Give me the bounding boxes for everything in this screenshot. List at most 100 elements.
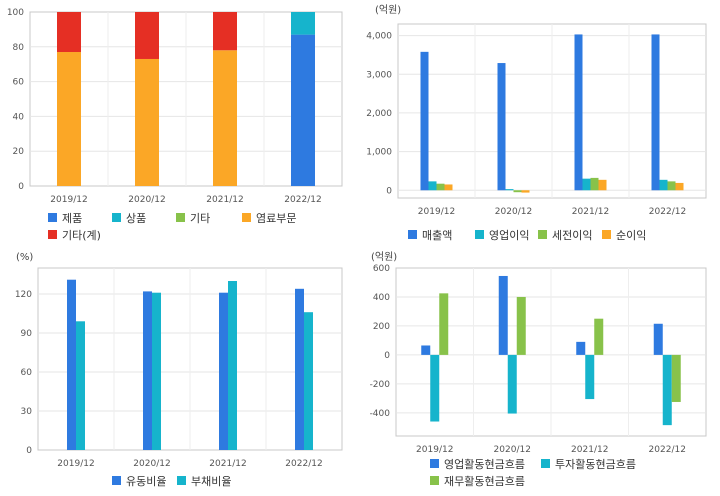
x-tick-label: 2022/12 <box>284 195 321 205</box>
y-tick-label: 0 <box>386 186 392 196</box>
legend-label[interactable]: 순이익 <box>616 229 646 242</box>
x-tick-label: 2022/12 <box>285 459 322 469</box>
y-tick-label: 400 <box>373 293 390 303</box>
bar-2022-12-green <box>667 181 676 191</box>
unit-label: (%) <box>16 252 33 263</box>
legend-label[interactable]: 영업이익 <box>489 229 529 242</box>
bar-2019-12-cyan <box>428 181 437 191</box>
bar-2019-12-green <box>436 183 445 191</box>
legend-label[interactable]: 세전이익 <box>552 229 592 242</box>
x-tick-label: 2019/12 <box>418 207 455 217</box>
legend-label[interactable]: 영업활동현금흐름 <box>444 457 525 471</box>
y-tick-label: 2,000 <box>366 109 392 119</box>
bar-2020-12-cyan <box>507 354 517 414</box>
y-tick-label: 20 <box>13 147 25 157</box>
x-tick-label: 2019/12 <box>416 445 453 455</box>
legend-swatch <box>408 230 417 239</box>
legend-label[interactable]: 유동비율 <box>126 475 166 488</box>
x-tick-label: 2022/12 <box>649 445 686 455</box>
y-tick-label: 600 <box>373 264 390 274</box>
bar-2022-12-orange <box>675 182 684 191</box>
legend-label[interactable]: 상품 <box>126 212 146 225</box>
bar-2022-12-cyan <box>659 179 668 191</box>
y-tick-label: -200 <box>370 380 391 390</box>
bar-2020-12-blue <box>497 63 506 191</box>
y-tick-label: 40 <box>13 112 25 122</box>
legend-swatch <box>48 213 57 222</box>
y-tick-label: 1,000 <box>366 148 392 158</box>
bar-2020-12-cyan <box>505 189 514 191</box>
bar-2019-12-cyan <box>430 354 440 422</box>
y-tick-label: 60 <box>13 78 25 88</box>
legend-label[interactable]: 기타(계) <box>62 229 101 242</box>
y-tick-label: 0 <box>18 182 24 192</box>
sales-composition-chart: 0 20 40 60 80 100 2019/12 2020/12 2021/12 2022/12… <box>7 8 343 242</box>
bar-2020-12-green <box>513 190 522 193</box>
x-tick-label: 2020/12 <box>495 207 532 217</box>
y-tick-label: 30 <box>21 407 33 417</box>
y-tick-label: 100 <box>7 8 24 18</box>
bar-2019-12-blue <box>420 51 429 191</box>
legend-label[interactable]: 제품 <box>62 212 82 225</box>
legend-swatch <box>177 476 186 485</box>
bar-2020-12-cyan <box>152 292 161 450</box>
bar-2022-12-cyan <box>304 312 313 450</box>
legend-swatch <box>176 213 185 222</box>
bar-2021-12-orange <box>598 179 607 191</box>
bar-2022-12-cyan <box>662 354 672 426</box>
y-tick-label: 80 <box>13 43 25 53</box>
legend-label[interactable]: 재무활동현금흐름 <box>444 474 525 488</box>
y-tick-label: 120 <box>15 290 32 300</box>
y-tick-label: 200 <box>373 322 390 332</box>
y-tick-label: 90 <box>21 329 33 339</box>
y-tick-label: 0 <box>384 351 390 361</box>
bar-2021-12-orange <box>213 50 237 186</box>
bar-2021-12-cyan <box>582 178 591 191</box>
bar-2019-12-blue <box>421 345 431 355</box>
x-tick-label: 2020/12 <box>494 445 531 455</box>
legend-swatch <box>538 230 547 239</box>
unit-label: (억원) <box>371 251 397 263</box>
bar-2022-12-blue <box>651 34 660 191</box>
y-tick-label: -400 <box>370 409 391 419</box>
ratio-chart: 0 30 60 90 120 2019/12 2020/12 2021/12 2022/12 (%… <box>15 252 343 488</box>
bar-2021-12-green <box>590 177 599 191</box>
bar-2021-12-blue <box>576 341 586 355</box>
unit-label: (억원) <box>375 4 401 16</box>
y-tick-label: 0 <box>26 446 32 456</box>
bar-2019-12-green <box>439 293 449 355</box>
cashflow-chart: -400 -200 0 200 400 600 2019/12 2020/12 2021/12 2… <box>370 251 707 488</box>
legend-swatch <box>475 230 484 239</box>
y-tick-label: 60 <box>21 368 33 378</box>
x-tick-label: 2019/12 <box>50 195 87 205</box>
legend-swatch <box>602 230 611 239</box>
legend-label[interactable]: 염료부문 <box>256 212 296 225</box>
legend-swatch <box>430 476 439 485</box>
bar-2020-12-orange <box>521 190 530 193</box>
legend-swatch <box>112 213 121 222</box>
legend-label[interactable]: 투자활동현금흐름 <box>555 457 636 471</box>
y-tick-label: 3,000 <box>366 70 392 80</box>
x-tick-label: 2019/12 <box>57 459 94 469</box>
legend-label[interactable]: 기타 <box>190 212 210 225</box>
x-tick-label: 2021/12 <box>571 445 608 455</box>
x-tick-label: 2021/12 <box>572 207 609 217</box>
bar-2022-12-cyan <box>291 12 315 35</box>
bar-2019-12-cyan <box>76 321 85 450</box>
bar-2021-12-red <box>213 12 237 51</box>
legend-swatch <box>430 459 439 468</box>
y-tick-label: 4,000 <box>366 32 392 42</box>
bar-2020-12-blue <box>498 275 508 355</box>
bar-2020-12-blue <box>143 291 152 450</box>
legend-label[interactable]: 부채비율 <box>191 475 231 488</box>
bar-2021-12-green <box>594 318 604 355</box>
x-tick-label: 2020/12 <box>128 195 165 205</box>
bar-2019-12-red <box>57 12 81 53</box>
bar-2021-12-cyan <box>228 281 237 450</box>
legend-label[interactable]: 매출액 <box>422 229 452 242</box>
bar-2019-12-blue <box>67 279 76 450</box>
bar-2021-12-cyan <box>585 354 595 400</box>
legend-swatch <box>541 459 550 468</box>
bar-2020-12-orange <box>135 58 159 187</box>
bar-2021-12-blue <box>574 34 583 191</box>
